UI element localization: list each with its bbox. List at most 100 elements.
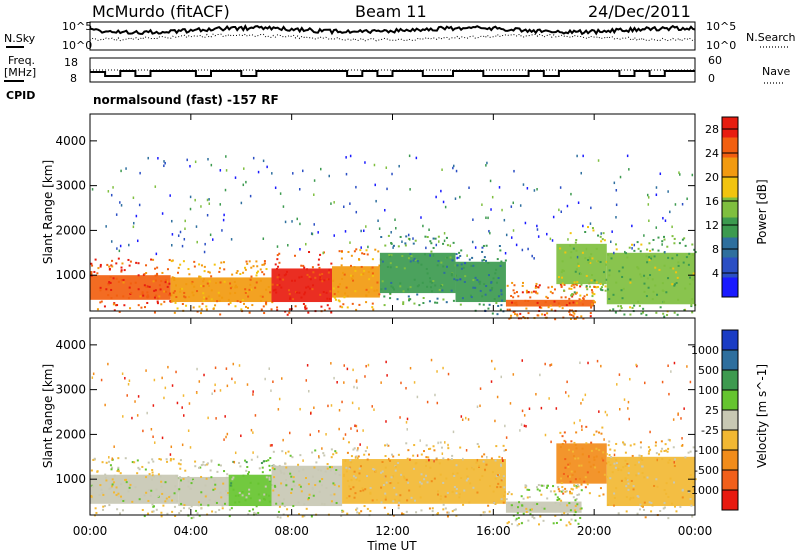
scatter-cell bbox=[339, 305, 342, 308]
scatter-cell bbox=[340, 250, 343, 253]
scatter-cell bbox=[318, 480, 321, 483]
scatter-cell bbox=[209, 233, 212, 237]
scatter-cell bbox=[201, 302, 204, 305]
scatter-cell bbox=[436, 264, 439, 267]
scatter-cell bbox=[664, 251, 666, 254]
scatter-cell bbox=[582, 297, 585, 300]
scatter-cell bbox=[189, 195, 192, 199]
scatter-cell bbox=[512, 373, 515, 376]
scatter-cell bbox=[415, 156, 418, 160]
scatter-cell bbox=[298, 291, 301, 294]
scatter-cell bbox=[166, 460, 169, 463]
scatter-cell bbox=[506, 492, 509, 495]
scatter-cell bbox=[199, 466, 202, 469]
scatter-cell bbox=[572, 301, 575, 304]
scatter-cell bbox=[636, 241, 639, 244]
scatter-cell bbox=[366, 253, 369, 256]
cpid-label: CPID bbox=[6, 89, 35, 102]
scatter-cell bbox=[481, 455, 484, 458]
scatter-cell bbox=[472, 486, 475, 489]
scatter-cell bbox=[112, 481, 115, 484]
scatter-cell bbox=[568, 309, 571, 312]
scatter-cell bbox=[497, 295, 500, 298]
scatter-cell bbox=[510, 205, 513, 208]
scatter-cell bbox=[643, 274, 646, 277]
scatter-cell bbox=[349, 241, 351, 244]
scatter-cell bbox=[466, 475, 469, 478]
scatter-cell bbox=[151, 474, 154, 477]
scatter-cell bbox=[127, 258, 130, 261]
scatter-cell bbox=[289, 454, 292, 457]
scatter-cell bbox=[487, 307, 490, 310]
scatter-cell bbox=[579, 507, 582, 510]
scatter-cell bbox=[671, 225, 673, 229]
scatter-cell bbox=[523, 424, 526, 428]
scatter-cell bbox=[137, 466, 140, 469]
x-tick-label: 12:00 bbox=[375, 524, 410, 538]
scatter-cell bbox=[171, 243, 173, 247]
scatter-cell bbox=[420, 473, 423, 476]
scatter-cell bbox=[299, 248, 301, 251]
scatter-cell bbox=[577, 262, 580, 265]
scatter-cell bbox=[337, 285, 340, 288]
scatter-cell bbox=[627, 400, 630, 404]
scatter-cell bbox=[606, 413, 608, 417]
scatter-cell bbox=[524, 484, 527, 487]
scatter-cell bbox=[286, 508, 289, 511]
scatter-cell bbox=[549, 304, 552, 307]
scatter-cell bbox=[604, 289, 607, 292]
scatter-cell bbox=[200, 205, 202, 208]
scatter-cell bbox=[320, 484, 323, 487]
scatter-cell bbox=[455, 169, 458, 173]
scatter-cell bbox=[452, 241, 455, 244]
scatter-cell bbox=[221, 507, 224, 510]
scatter-cell bbox=[152, 404, 155, 407]
scatter-cell bbox=[312, 271, 315, 274]
scatter-cell bbox=[471, 240, 474, 244]
scatter-cell bbox=[121, 509, 124, 512]
scatter-cell bbox=[343, 364, 345, 367]
scatter-cell bbox=[381, 260, 384, 263]
scatter-cell bbox=[458, 251, 461, 254]
colorbar-swatch bbox=[722, 470, 738, 491]
scatter-cell bbox=[365, 249, 368, 252]
scatter-cell bbox=[648, 501, 651, 504]
scatter-cell bbox=[531, 254, 533, 258]
scatter-cell bbox=[607, 503, 610, 506]
scatter-cell bbox=[577, 502, 580, 505]
scatter-cell bbox=[455, 514, 458, 517]
scatter-cell bbox=[481, 203, 483, 206]
scatter-cell bbox=[323, 454, 326, 457]
scatter-cell bbox=[206, 462, 209, 465]
scatter-cell bbox=[311, 451, 314, 454]
scatter-cell bbox=[278, 284, 281, 287]
scatter-cell bbox=[681, 496, 684, 499]
scatter-cell bbox=[591, 227, 594, 230]
scatter-cell bbox=[136, 459, 139, 462]
scatter-cell bbox=[500, 498, 503, 501]
scatter-cell bbox=[435, 458, 438, 461]
colorbar-tick-label: 24 bbox=[705, 147, 719, 160]
colorbar-swatch bbox=[722, 330, 738, 351]
scatter-cell bbox=[131, 500, 134, 503]
scatter-cell bbox=[446, 491, 449, 494]
freq-label-line2: [MHz] bbox=[4, 66, 36, 79]
scatter-cell bbox=[692, 481, 695, 484]
scatter-cell bbox=[352, 448, 355, 451]
scatter-cell bbox=[386, 374, 388, 377]
scatter-cell bbox=[445, 477, 448, 480]
scatter-cell bbox=[409, 188, 411, 191]
scatter-cell bbox=[460, 263, 463, 266]
scatter-cell bbox=[626, 463, 629, 466]
scatter-cell bbox=[302, 169, 304, 173]
scatter-cell bbox=[148, 285, 151, 288]
scatter-cell bbox=[451, 259, 454, 262]
scatter-cell bbox=[194, 198, 196, 202]
scatter-cell bbox=[107, 190, 110, 193]
scatter-cell bbox=[270, 389, 272, 392]
scatter-cell bbox=[325, 433, 327, 436]
scatter-cell bbox=[387, 444, 390, 447]
scatter-cell bbox=[335, 501, 338, 504]
scatter-cell bbox=[569, 509, 572, 512]
